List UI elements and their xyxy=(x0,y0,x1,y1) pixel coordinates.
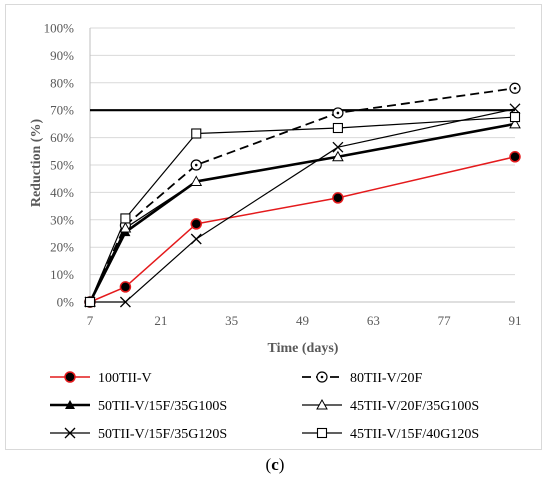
y-tick-label: 100% xyxy=(44,21,75,36)
point-marker xyxy=(316,427,328,439)
axes xyxy=(89,28,515,303)
x-axis-label: Time (days) xyxy=(268,341,339,356)
series-markers-5 xyxy=(84,112,521,308)
point-marker-dot xyxy=(194,163,198,167)
point-marker xyxy=(119,221,132,233)
legend-item: 45TII-V/15F/40G120S xyxy=(302,427,479,442)
legend-label: 45TII-V/15F/40G120S xyxy=(350,427,479,442)
point-marker-dot xyxy=(513,86,517,90)
point-marker xyxy=(509,151,521,163)
legend-item: 45TII-V/20F/35G100S xyxy=(302,398,479,414)
x-tick-label: 49 xyxy=(296,313,309,328)
point-marker xyxy=(332,122,343,134)
series-markers-0 xyxy=(84,151,521,308)
y-tick-label: 80% xyxy=(50,75,74,90)
x-tick-label: 77 xyxy=(438,313,452,328)
series-markers-1 xyxy=(84,82,521,308)
y-axis-ticks: 0% 10% 20% 30% 40% 50% 60% 70% 80% 90% 100% xyxy=(44,21,75,310)
point-marker xyxy=(509,117,521,129)
point-marker xyxy=(120,213,131,224)
y-tick-label: 90% xyxy=(50,48,74,63)
y-tick-label: 50% xyxy=(50,158,74,173)
series-markers-2 xyxy=(85,118,520,306)
x-tick-label: 63 xyxy=(367,313,380,328)
y-tick-label: 0% xyxy=(57,295,75,310)
y-tick-label: 10% xyxy=(50,267,74,282)
caption-open: ( xyxy=(265,455,272,474)
y-tick-label: 20% xyxy=(50,240,74,255)
series-line xyxy=(89,156,516,303)
legend-label: 45TII-V/20F/35G100S xyxy=(350,399,479,414)
point-marker xyxy=(316,398,328,410)
chart-frame xyxy=(5,4,542,450)
point-marker xyxy=(190,218,202,230)
point-marker xyxy=(332,192,344,204)
legend-item: 100TII-V xyxy=(50,371,152,386)
point-marker xyxy=(64,371,76,383)
x-tick-label: 91 xyxy=(509,313,522,328)
point-marker xyxy=(65,400,75,409)
point-marker xyxy=(509,112,521,123)
y-tick-label: 40% xyxy=(50,185,74,200)
point-marker xyxy=(119,296,131,308)
legend-label: 50TII-V/15F/35G100S xyxy=(98,399,227,414)
caption-close: ) xyxy=(278,455,285,474)
y-tick-label: 70% xyxy=(50,103,74,118)
legend: 100TII-V 80TII-V/20F 50TII-V/15F/35G100S 45… xyxy=(50,371,479,442)
point-marker xyxy=(332,141,344,153)
series-group xyxy=(84,82,521,308)
series-2 xyxy=(88,122,516,303)
figure-caption: (c) xyxy=(0,455,550,475)
series-markers-3 xyxy=(84,117,521,307)
x-tick-label: 7 xyxy=(87,313,94,328)
y-tick-label: 60% xyxy=(50,130,74,145)
caption-letter: c xyxy=(271,455,279,474)
legend-label: 80TII-V/20F xyxy=(350,371,423,386)
y-axis-label: Reduction (%) xyxy=(29,119,44,208)
legend-item: 50TII-V/15F/35G120S xyxy=(50,427,227,442)
point-marker xyxy=(190,233,202,245)
point-marker-dot xyxy=(320,375,324,379)
point-marker xyxy=(190,175,203,186)
point-marker xyxy=(119,281,132,293)
series-1 xyxy=(89,87,516,303)
x-tick-label: 21 xyxy=(154,313,167,328)
y-tick-label: 30% xyxy=(50,212,74,227)
point-marker-dot xyxy=(336,111,340,115)
legend-label: 50TII-V/15F/35G120S xyxy=(98,427,227,442)
legend-label: 100TII-V xyxy=(98,371,152,386)
gridlines xyxy=(90,27,515,276)
point-marker xyxy=(64,427,76,439)
point-marker xyxy=(332,150,344,162)
series-line xyxy=(88,122,516,303)
point-marker xyxy=(84,296,96,308)
x-axis-ticks: 7 21 35 49 63 77 91 xyxy=(87,313,522,328)
series-0 xyxy=(89,156,516,303)
legend-item: 50TII-V/15F/35G100S xyxy=(50,399,227,414)
series-line xyxy=(89,87,516,303)
legend-item: 80TII-V/20F xyxy=(302,371,423,386)
point-marker xyxy=(191,128,202,139)
x-tick-label: 35 xyxy=(225,313,238,328)
